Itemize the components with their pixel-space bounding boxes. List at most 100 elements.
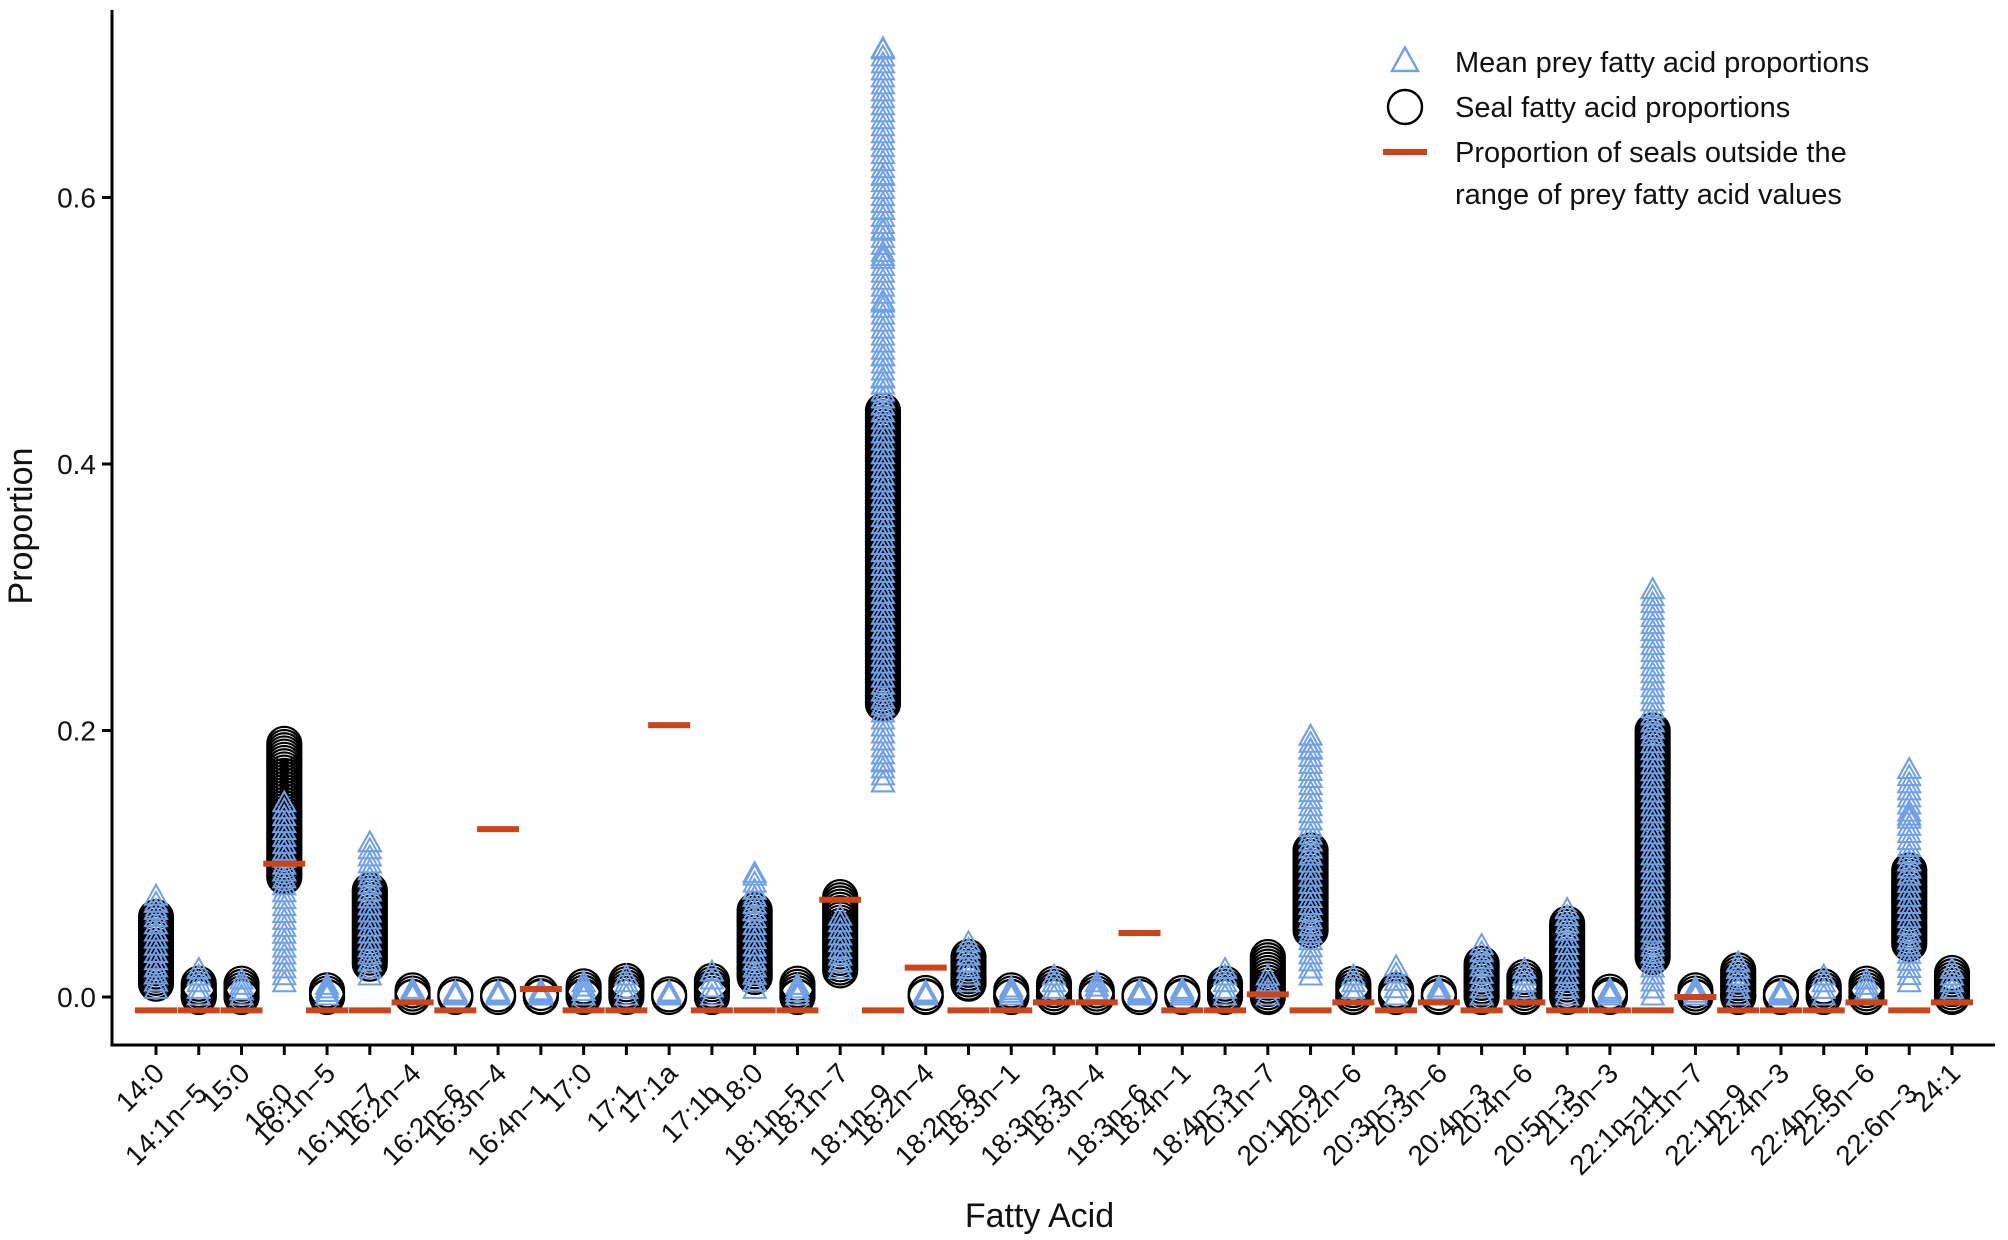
prey-point [143,976,169,999]
prey-point [870,769,896,793]
prey-point [1468,968,1495,992]
x-tick-label: 24:1 [1906,1057,1966,1117]
x-axis: 14:014:1n−515:016:016:1n−516:1n−716:2n−4… [110,1043,1995,1181]
prey-point [613,982,640,1006]
prey-point [143,968,169,992]
prey-point [271,962,297,986]
legend-label: Mean prey fatty acid proportions [1455,47,1869,79]
prey-point [870,43,896,67]
prey-point [870,183,896,207]
prey-point [870,266,896,290]
prey-point [870,218,896,241]
prey-point [870,365,896,389]
prey-point [357,829,383,853]
prey-point [1597,982,1623,1006]
prey-point [1554,975,1580,999]
seal-point [1549,978,1586,1016]
prey-point [870,196,896,220]
prey-point [1297,779,1324,803]
prey-point [1297,765,1324,789]
prey-point [271,893,297,917]
prey-point [1725,969,1751,993]
prey-point [870,85,896,109]
prey-point [1639,674,1666,698]
prey-point [1639,632,1666,656]
prey-point [1639,667,1666,691]
prey-point [1939,969,1965,993]
seal-point [736,958,773,996]
prey-point [1212,982,1238,1006]
prey-point [613,976,640,999]
prey-point [870,64,896,88]
prey-point [1639,660,1666,684]
prey-point [1297,948,1324,972]
prey-point [870,204,896,227]
prey-point [1853,972,1880,995]
prey-point [1255,976,1281,999]
prey-point [955,962,982,986]
prey-point [870,120,896,144]
prey-point [870,755,896,779]
prey-point [271,969,297,993]
prey-point [1639,982,1666,1006]
prey-point [870,343,896,367]
prey-point [870,71,896,95]
legend: Mean prey fatty acid proportions Seal fat… [1383,45,1869,211]
prey-point [1639,653,1666,677]
prey-point [1939,976,1965,999]
prey-point [1639,576,1666,600]
seal-point [1634,938,1671,976]
y-tick-label: 0.0 [57,982,96,1013]
prey-point [1383,953,1409,977]
prey-series [143,35,1965,1006]
prey-point [186,982,212,1006]
prey-point [1896,802,1922,826]
prey-point [357,836,383,860]
prey-point [1383,960,1409,984]
prey-point [1297,758,1324,781]
prey-point [1896,756,1922,779]
prey-point [784,972,811,995]
prey-point [1896,962,1922,986]
prey-point [271,900,297,924]
prey-point [1554,982,1580,1006]
prey-point [1639,688,1666,712]
prey-point [1597,976,1623,999]
prey-point [1340,976,1367,999]
prey-point [186,976,212,999]
prey-point [1297,772,1324,796]
prey-point [870,216,896,240]
prey-point [870,35,896,59]
prey-point [1212,976,1238,999]
prey-point [1639,597,1666,621]
prey-point [314,982,340,1006]
prey-point [1383,975,1409,999]
prey-point [870,749,896,773]
prey-point [1126,982,1153,1006]
seal-point [1463,978,1500,1016]
prey-point [870,113,896,137]
prey-point [955,956,982,979]
prey-point [271,941,297,965]
prey-point [1084,969,1110,993]
prey-point [1639,590,1666,614]
prey-point [955,969,982,993]
prey-point [741,961,768,985]
prey-point [1597,978,1623,1002]
prey-point [1297,736,1324,760]
prey-point [613,969,640,993]
prey-point [1297,955,1324,979]
prey-point [1383,982,1409,1006]
prey-point [1639,975,1666,999]
x-tick-group: 14:014:1n−515:016:016:1n−516:1n−716:2n−4… [110,1045,1966,1181]
y-tick-label: 0.2 [57,716,96,747]
prey-point [1682,979,1709,1003]
prey-point [1896,763,1922,787]
legend-label: Seal fatty acid proportions [1455,92,1790,124]
prey-point [870,336,896,360]
prey-point [1169,982,1195,1006]
prey-point [870,727,896,751]
prey-point [1297,751,1324,774]
y-tick-group: 0.0 0.2 0.4 0.6 [57,183,112,1013]
